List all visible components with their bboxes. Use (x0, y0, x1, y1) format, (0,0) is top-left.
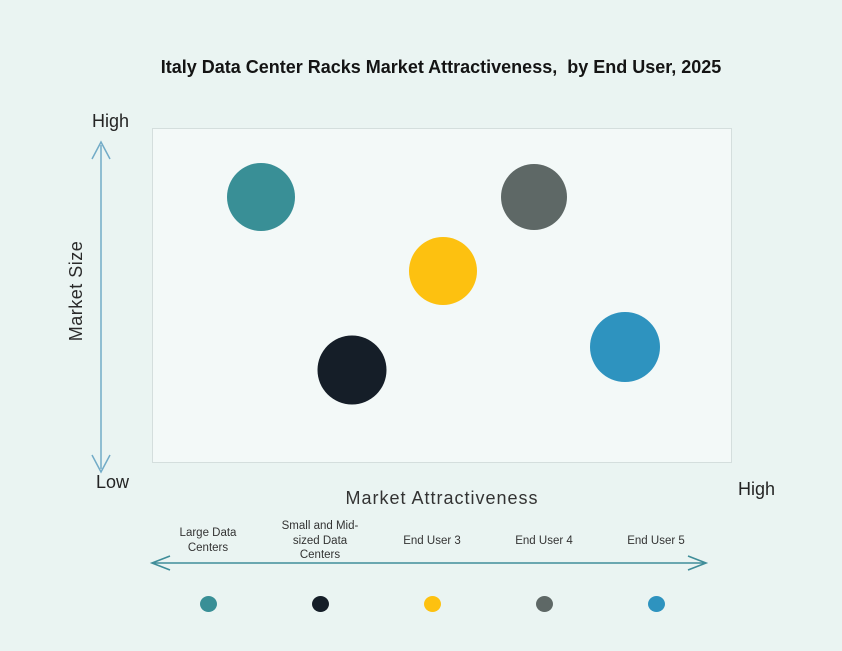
legend-dots-row (152, 595, 712, 613)
legend-label-large-data-centers: Large Data Centers (179, 527, 237, 554)
plot-area (152, 128, 732, 463)
legend-dot-large-data-centers (199, 596, 217, 612)
x-axis-title: Market Attractiveness (345, 488, 539, 508)
legend-dot-end-user-3 (423, 596, 441, 612)
chart-title: Italy Data Center Racks Market Attractiv… (160, 57, 722, 77)
legend-dot-end-user-5 (647, 596, 665, 612)
y-axis-double-arrow-icon (91, 140, 111, 474)
legend-label-end-user-3: End User 3 (403, 534, 461, 547)
legend-dot-end-user-4 (535, 596, 553, 612)
y-axis-high-label: High (92, 111, 130, 131)
legend-label-end-user-5: End User 5 (627, 534, 685, 547)
bubble-small-mid-sized-data-centers (317, 335, 387, 405)
legend-label-small-mid-sized-data-centers: Small and Mid- sized Data Centers (281, 519, 359, 562)
legend-dot-small-mid-sized-data-centers (311, 596, 329, 612)
legend: Large Data Centers Small and Mid- sized … (152, 517, 712, 565)
x-axis-double-arrow-icon (149, 555, 709, 571)
bubble-large-data-centers (226, 162, 295, 231)
y-axis-low-label: Low (96, 472, 130, 492)
y-axis-title: Market Size (66, 240, 86, 342)
x-axis-high-label: High (738, 479, 776, 499)
bubble-end-user-4 (501, 163, 568, 230)
bubble-end-user-3 (409, 237, 478, 306)
bubble-end-user-5 (589, 311, 660, 382)
legend-label-end-user-4: End User 4 (515, 534, 573, 547)
